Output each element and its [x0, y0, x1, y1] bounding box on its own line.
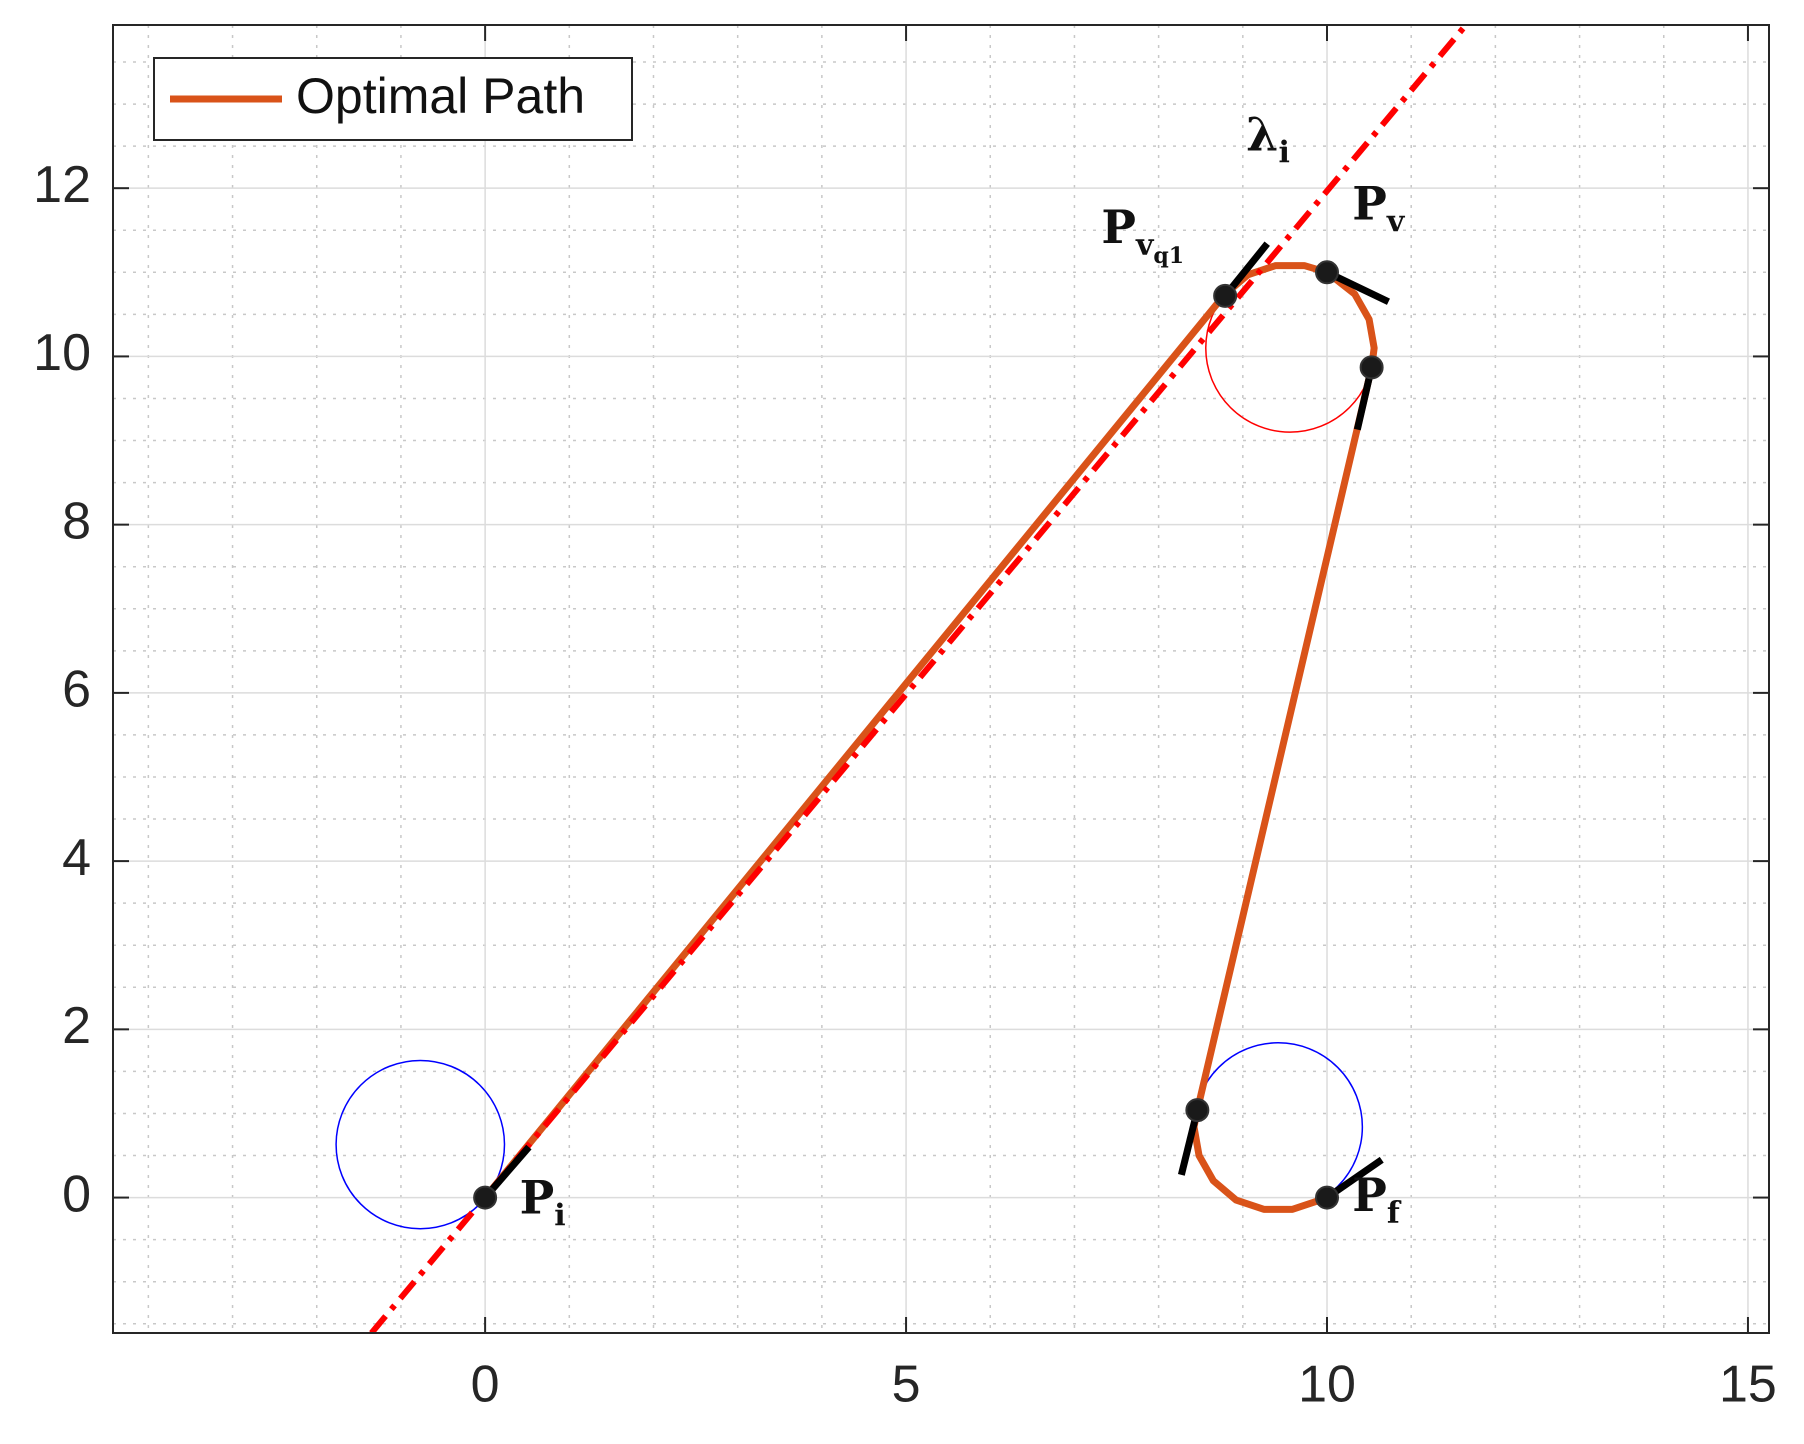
- annotation: Pv: [1352, 176, 1406, 239]
- annotation: Pvq1: [1101, 200, 1184, 269]
- annotation-part: q1: [1153, 243, 1184, 269]
- x-tick-label: 5: [892, 1356, 921, 1414]
- annotation-part: f: [1387, 1196, 1402, 1231]
- axes-box: [112, 24, 1770, 1334]
- annotation-part: P: [520, 1171, 555, 1225]
- marker: [1213, 283, 1238, 308]
- annotation: Pf: [1352, 1168, 1402, 1231]
- annotation: Pi: [520, 1171, 566, 1234]
- y-tick-label: 4: [62, 829, 91, 887]
- ticks: 0 5 10 15 0 2 4 6 8 10 12: [33, 25, 1777, 1414]
- legend: Optimal Path: [153, 57, 633, 141]
- plot-area: [335, 25, 1469, 1333]
- y-tick-label: 0: [62, 1165, 91, 1223]
- x-tick-label: 10: [1298, 1356, 1356, 1414]
- annotation-part: P: [1101, 200, 1136, 254]
- y-tick-label: 12: [33, 156, 91, 214]
- annotation-part: v: [1135, 228, 1155, 263]
- y-tick-label: 10: [33, 324, 91, 382]
- annotation: λi: [1246, 107, 1290, 170]
- circle: [335, 1059, 506, 1230]
- annotation-part: P: [1352, 1168, 1387, 1222]
- marker: [1185, 1098, 1210, 1123]
- marker: [1359, 355, 1384, 380]
- annotation-part: v: [1386, 204, 1406, 239]
- marker: [1315, 260, 1340, 285]
- marker: [1315, 1185, 1340, 1210]
- grid: [113, 25, 1769, 1333]
- annotation-part: λ: [1246, 107, 1278, 161]
- y-tick-label: 2: [62, 997, 91, 1055]
- annotation-part: i: [554, 1199, 565, 1234]
- annotation-part: i: [1278, 135, 1289, 170]
- legend-label: Optimal Path: [296, 68, 585, 124]
- y-tick-label: 6: [62, 661, 91, 719]
- x-tick-label: 15: [1719, 1356, 1777, 1414]
- x-tick-label: 0: [471, 1356, 500, 1414]
- annotation-part: P: [1352, 176, 1387, 230]
- y-tick-label: 8: [62, 492, 91, 550]
- marker: [473, 1185, 498, 1210]
- reference-line: [369, 25, 1469, 1333]
